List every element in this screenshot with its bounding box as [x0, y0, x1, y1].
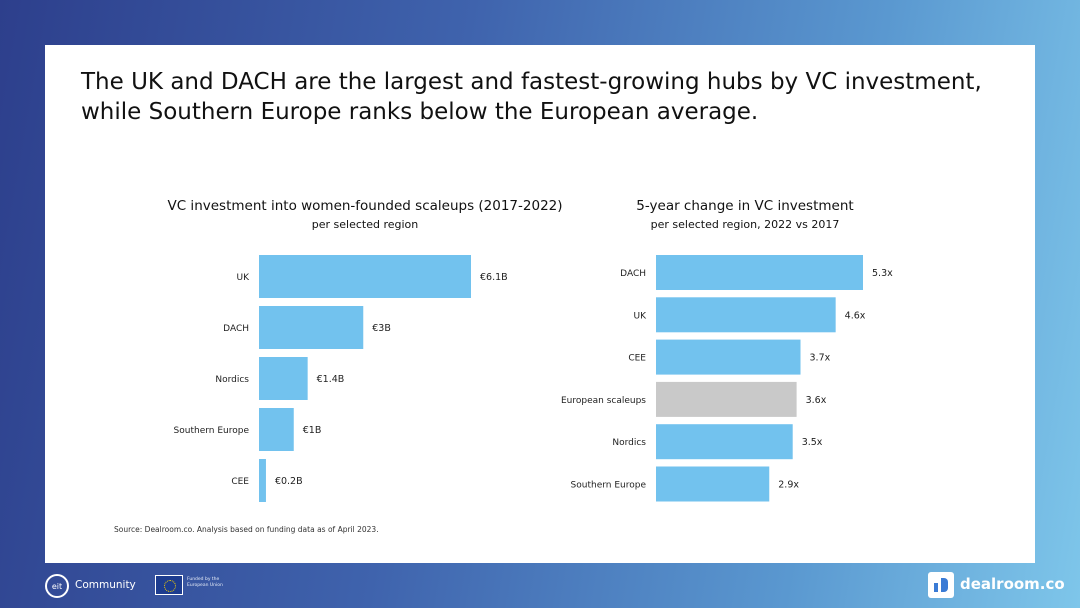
chart1-category-label-4: CEE — [231, 477, 249, 487]
chart2-value-label-1: 4.6x — [845, 310, 866, 321]
slide-card: The UK and DACH are the largest and fast… — [45, 45, 1035, 563]
chart1-title: VC investment into women-founded scaleup… — [167, 198, 563, 214]
chart1-bar-0 — [259, 255, 471, 298]
chart2-bar-0 — [656, 255, 863, 290]
footer-partners: eit Community Funded by the European Uni… — [45, 572, 245, 602]
chart2-bar-3 — [656, 381, 797, 417]
chart2-value-label-3: 3.6x — [806, 395, 827, 406]
dealroom-label: dealroom.co — [960, 575, 1065, 593]
community-label: Community — [75, 579, 136, 591]
chart1-bar-3 — [259, 408, 294, 451]
chart2-subtitle: per selected region, 2022 vs 2017 — [650, 218, 840, 231]
chart1-svg: UK €6.1B DACH €3B Nordics €1.4B Southern Europ… — [174, 255, 508, 502]
source-note: Source: Dealroom.co. Analysis based on f… — [114, 525, 379, 534]
chart1-subtitle: per selected region — [311, 218, 419, 231]
chart1-category-label-1: DACH — [223, 324, 249, 334]
chart1-bar-4 — [259, 459, 266, 502]
chart2-title: 5-year change in VC investment — [636, 198, 854, 214]
chart2-value-label-0: 5.3x — [872, 268, 893, 279]
eit-logo: eit — [45, 574, 69, 598]
slide-headline: The UK and DACH are the largest and fast… — [81, 69, 982, 125]
eu-flag-icon — [155, 575, 183, 595]
chart1-bar-2 — [259, 357, 308, 400]
chart2-bar-5 — [656, 466, 770, 502]
chart1-value-label-4: €0.2B — [275, 476, 303, 487]
chart2-bar-2 — [656, 339, 801, 375]
chart2-bar-1 — [656, 297, 836, 333]
chart2-category-label-3: European scaleups — [561, 396, 646, 406]
chart1-bar-1 — [259, 306, 364, 349]
chart1-title-block: VC investment into women-founded scaleup… — [145, 198, 585, 231]
chart1-value-label-0: €6.1B — [480, 272, 508, 283]
dealroom-icon — [928, 572, 954, 598]
chart2-value-label-4: 3.5x — [802, 437, 823, 448]
chart2-category-label-1: UK — [634, 311, 648, 321]
chart2-category-label-0: DACH — [620, 269, 646, 279]
chart1-category-label-2: Nordics — [215, 375, 249, 385]
chart1-category-label-3: Southern Europe — [174, 426, 250, 436]
chart1-value-label-2: €1.4B — [317, 374, 345, 385]
chart2-category-label-2: CEE — [628, 354, 646, 364]
chart2-value-label-2: 3.7x — [810, 353, 831, 364]
eu-funding-text: Funded by the European Union — [187, 577, 223, 588]
chart2-category-label-5: Southern Europe — [571, 481, 647, 491]
chart2-title-block: 5-year change in VC investment per selec… — [605, 198, 885, 231]
chart1-value-label-1: €3B — [372, 323, 391, 334]
chart1-value-label-3: €1B — [303, 425, 322, 436]
chart2-value-label-5: 2.9x — [778, 480, 799, 491]
chart2-category-label-4: Nordics — [612, 438, 646, 448]
chart2-bar-4 — [656, 424, 793, 460]
chart2-svg: DACH 5.3x UK 4.6x CEE 3.7x European scaleups 3.… — [561, 255, 893, 502]
dealroom-logo: dealroom.co — [928, 572, 1078, 600]
chart1-category-label-0: UK — [237, 273, 251, 283]
